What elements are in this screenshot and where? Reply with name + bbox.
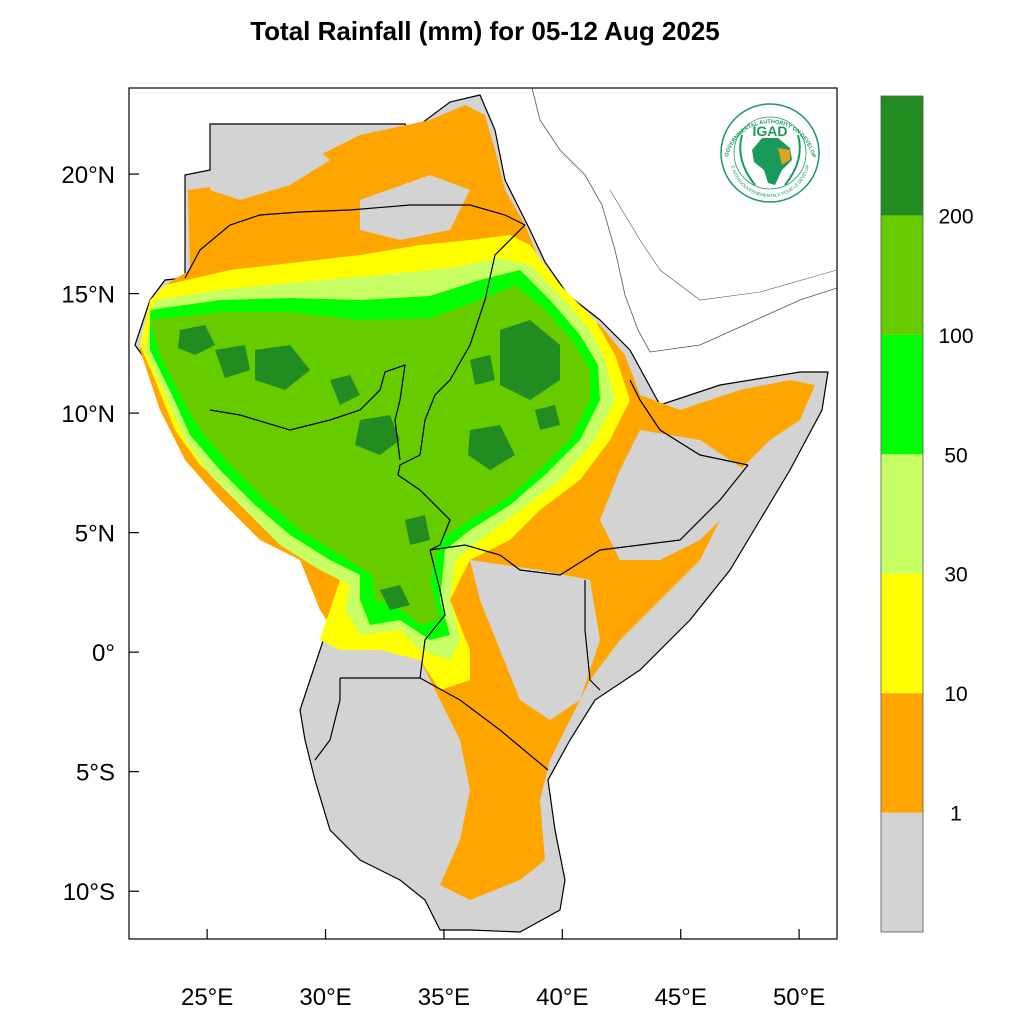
legend-bin	[881, 573, 923, 694]
x-tick-label: 40°E	[536, 984, 588, 1011]
map-frame	[128, 87, 838, 940]
x-tick-label: 25°E	[181, 984, 233, 1011]
dry-patch-egypt-border	[360, 175, 470, 240]
legend-label: 10	[944, 683, 967, 706]
x-tick-label: 50°E	[773, 984, 825, 1011]
y-tick-label: 0°	[92, 640, 115, 667]
dry-patch-somalia	[600, 430, 745, 560]
arabia-border	[609, 189, 837, 301]
legend-bin	[881, 454, 923, 574]
rain-zone-above-200	[178, 320, 560, 610]
legend-label: 100	[938, 325, 973, 348]
legend-label: 1	[950, 803, 962, 826]
legend-bin	[881, 215, 923, 335]
chart-title: Total Rainfall (mm) for 05-12 Aug 2025	[250, 16, 720, 46]
dry-patch-sahara	[210, 135, 330, 200]
y-tick-label: 20°N	[61, 162, 115, 189]
logo-igad-text: IGAD	[753, 123, 788, 139]
legend-label: 50	[944, 444, 967, 467]
y-tick-label: 15°N	[61, 282, 115, 309]
legend-bin	[881, 693, 923, 813]
y-tick-label: 10°S	[63, 879, 115, 906]
legend-label: 30	[944, 564, 967, 587]
y-tick-label: 5°N	[75, 521, 115, 548]
legend-label: 200	[938, 205, 973, 228]
x-tick-label: 35°E	[418, 984, 470, 1011]
legend-bin	[881, 812, 923, 932]
arabia-coastline	[531, 88, 837, 353]
legend-bin	[881, 334, 923, 455]
logo-horn-icon	[778, 148, 790, 165]
x-axis: 25°E 30°E 35°E 40°E 45°E 50°E	[181, 929, 825, 1011]
legend-colorbar: 1 10 30 50 100 200	[880, 95, 974, 933]
legend-bin	[881, 96, 923, 216]
x-tick-label: 45°E	[655, 984, 707, 1011]
legend-border	[880, 95, 924, 933]
logo-laurel-left-icon	[739, 134, 756, 186]
y-tick-label: 10°N	[61, 401, 115, 428]
y-tick-label: 5°S	[76, 760, 115, 787]
y-axis: 20°N 15°N 10°N 5°N 0° 5°S 10°S	[61, 162, 139, 906]
x-tick-label: 30°E	[299, 984, 351, 1011]
map-content	[134, 88, 837, 933]
dry-patch-kenya	[470, 560, 600, 720]
logo-laurel-right-icon	[784, 134, 801, 186]
country-borders	[184, 204, 749, 771]
